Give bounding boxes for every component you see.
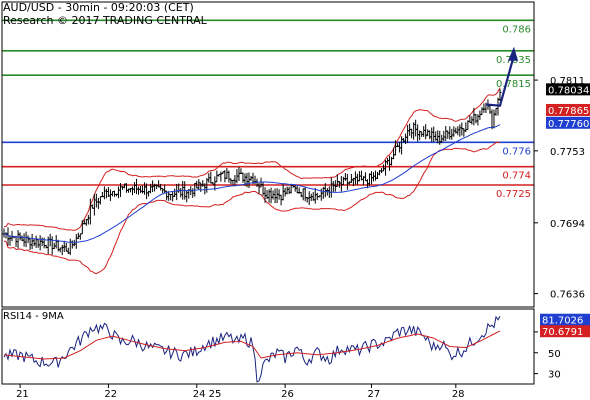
rsi-line xyxy=(3,315,501,383)
moving-average-line xyxy=(4,124,501,243)
lower-band xyxy=(3,141,501,275)
chart-title: AUD/USD - 30min - 09:20:03 (CET) xyxy=(3,1,194,14)
price-tag-label: 0.77760 xyxy=(548,119,589,130)
x-tick-label: 21 xyxy=(16,389,29,400)
level-label: 0.776 xyxy=(502,146,531,157)
rsi-panel xyxy=(3,315,501,383)
y-tick-label: 0.7636 xyxy=(550,290,585,301)
rsi-tick-label: 50 xyxy=(548,349,561,360)
price-tag-label: 0.77865 xyxy=(548,106,589,117)
price-panel-frame xyxy=(1,1,535,308)
bollinger-bands xyxy=(3,87,501,275)
rsi-tag-label: 70.6791 xyxy=(542,327,583,338)
rsi-panel-frame xyxy=(1,308,535,385)
y-tick-label: 0.7753 xyxy=(550,147,585,158)
level-label: 0.7815 xyxy=(496,79,531,90)
forecast-arrowhead xyxy=(507,46,518,61)
level-label: 0.7725 xyxy=(496,189,531,200)
x-tick-label: 24 25 xyxy=(193,389,222,400)
y-tick-label: 0.7694 xyxy=(550,219,585,230)
level-label: 0.774 xyxy=(502,171,531,182)
x-tick-label: 27 xyxy=(367,389,380,400)
forecast-arrow-line xyxy=(485,58,515,107)
rsi-tag-box xyxy=(540,325,590,338)
price-bars xyxy=(2,89,502,256)
rsi-tick-label: 30 xyxy=(548,370,561,381)
rsi-title: RSI14 - 9MA xyxy=(3,311,64,322)
price-tag-box xyxy=(546,83,590,96)
x-tick-label: 26 xyxy=(281,389,294,400)
upper-band xyxy=(3,87,501,231)
y-tick-label: 0.7811 xyxy=(550,76,585,87)
level-label: 0.786 xyxy=(502,24,531,35)
price-tag-box xyxy=(546,103,590,116)
price-tag-label: 0.78034 xyxy=(548,85,589,96)
chart-copyright: Research © 2017 TRADING CENTRAL xyxy=(3,14,207,27)
rsi-tag-label: 81.7026 xyxy=(542,316,583,327)
forecast-arrow xyxy=(485,46,518,107)
rsi-tag-box xyxy=(540,313,590,326)
x-tick-label: 22 xyxy=(104,389,117,400)
moving-average xyxy=(4,124,501,243)
rsi-ma-line xyxy=(3,330,501,360)
x-tick-label: 28 xyxy=(452,389,465,400)
price-tag-box xyxy=(546,116,590,129)
